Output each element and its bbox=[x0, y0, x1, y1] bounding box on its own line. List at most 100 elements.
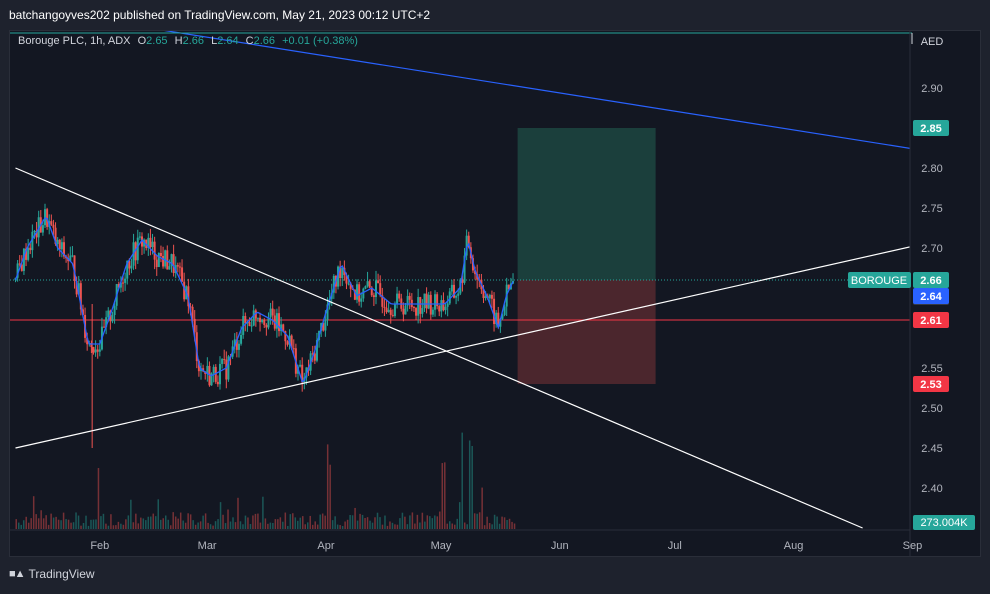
volume-label-box bbox=[913, 515, 975, 530]
volume-bar bbox=[426, 515, 429, 529]
tradingview-footer[interactable]: ■▲ TradingView bbox=[9, 567, 95, 581]
volume-bar bbox=[157, 499, 160, 529]
volume-bar bbox=[439, 511, 441, 529]
volume-bar bbox=[105, 523, 107, 529]
candle-body bbox=[362, 288, 365, 299]
volume-bar bbox=[453, 524, 456, 529]
volume-bar bbox=[481, 487, 483, 529]
candle-body bbox=[379, 283, 382, 296]
volume-bar bbox=[513, 523, 516, 529]
volume-bar bbox=[194, 524, 197, 529]
candle-body bbox=[52, 224, 55, 228]
candle-body bbox=[368, 281, 371, 288]
candle-body bbox=[183, 281, 186, 300]
volume-bar bbox=[319, 514, 321, 529]
candle-body bbox=[324, 319, 327, 331]
candle-body bbox=[265, 324, 268, 328]
volume-bar bbox=[461, 432, 463, 529]
candle-body bbox=[90, 342, 93, 348]
volume-bar bbox=[130, 499, 132, 529]
candle-body bbox=[311, 353, 314, 355]
candle-body bbox=[235, 339, 238, 350]
volume-bar bbox=[160, 519, 162, 529]
candle-body bbox=[113, 305, 116, 316]
y-tick-label: 2.50 bbox=[921, 403, 942, 415]
volume-bar bbox=[267, 523, 269, 529]
low-label: L bbox=[211, 35, 218, 47]
candle-body bbox=[353, 289, 356, 300]
price-label: 2.66 bbox=[920, 275, 941, 287]
price-label: 2.85 bbox=[920, 123, 941, 135]
volume-bar bbox=[401, 512, 404, 529]
volume-bar bbox=[50, 513, 52, 529]
candle-body bbox=[381, 295, 384, 307]
volume-bar bbox=[498, 523, 501, 529]
candle-body bbox=[412, 307, 415, 309]
volume-bar bbox=[501, 516, 503, 529]
candle-body bbox=[497, 312, 500, 327]
volume-bar bbox=[511, 521, 513, 529]
volume-bar bbox=[22, 520, 25, 529]
volume-bar bbox=[209, 524, 212, 529]
volume-bar bbox=[102, 513, 105, 529]
symbol-label-box bbox=[848, 272, 911, 288]
moving-average-line bbox=[14, 217, 514, 383]
volume-bar bbox=[456, 518, 458, 529]
candle-body bbox=[103, 326, 106, 328]
volume-bar bbox=[232, 517, 234, 529]
candle-body bbox=[162, 256, 165, 267]
volume-bar bbox=[451, 523, 454, 529]
candle-body bbox=[111, 315, 114, 322]
candle-body bbox=[134, 242, 137, 261]
candle-body bbox=[356, 284, 359, 300]
candle-body bbox=[140, 236, 143, 247]
candle-body bbox=[263, 319, 266, 325]
candle-body bbox=[159, 252, 162, 257]
candle-body bbox=[149, 237, 152, 248]
candle-body bbox=[18, 263, 21, 265]
volume-bar bbox=[277, 519, 279, 529]
volume-bar bbox=[339, 525, 341, 529]
candle-body bbox=[126, 260, 129, 279]
candle-body bbox=[136, 237, 139, 261]
change-value: +0.01 (+0.38%) bbox=[282, 35, 358, 47]
candle-body bbox=[499, 318, 502, 327]
candle-body bbox=[221, 359, 224, 364]
volume-bar bbox=[486, 516, 488, 529]
candle-body bbox=[73, 255, 76, 282]
volume-bar bbox=[184, 522, 187, 529]
candle-body bbox=[450, 284, 453, 292]
candle-body bbox=[170, 254, 173, 267]
candle-body bbox=[237, 343, 240, 350]
volume-bar bbox=[249, 524, 252, 529]
volume-bar bbox=[431, 518, 434, 529]
candle-body bbox=[22, 248, 25, 271]
candle-body bbox=[214, 366, 217, 382]
volume-bar bbox=[227, 509, 229, 529]
volume-bar bbox=[92, 519, 95, 529]
volume-bar bbox=[282, 521, 284, 529]
volume-bar bbox=[90, 519, 92, 529]
candle-body bbox=[216, 381, 219, 385]
candle-body bbox=[448, 291, 451, 304]
volume-bar bbox=[404, 516, 406, 529]
volume-bar bbox=[473, 513, 476, 529]
price-label: 2.64 bbox=[920, 291, 942, 303]
volume-bar bbox=[212, 525, 214, 529]
volume-bar bbox=[359, 513, 361, 529]
candle-body bbox=[75, 281, 78, 295]
chart-frame[interactable] bbox=[9, 30, 981, 557]
volume-bar bbox=[386, 525, 389, 529]
candle-body bbox=[29, 247, 32, 251]
volume-bar bbox=[262, 496, 264, 529]
candle-body bbox=[360, 298, 363, 302]
candle-body bbox=[62, 242, 65, 257]
volume-bar bbox=[384, 515, 386, 529]
volume-bar bbox=[274, 519, 277, 529]
candle-body bbox=[259, 317, 262, 323]
volume-bar bbox=[80, 525, 82, 529]
volume-bar bbox=[219, 502, 222, 529]
volume-bar bbox=[82, 522, 85, 529]
volume-bar bbox=[27, 522, 30, 529]
